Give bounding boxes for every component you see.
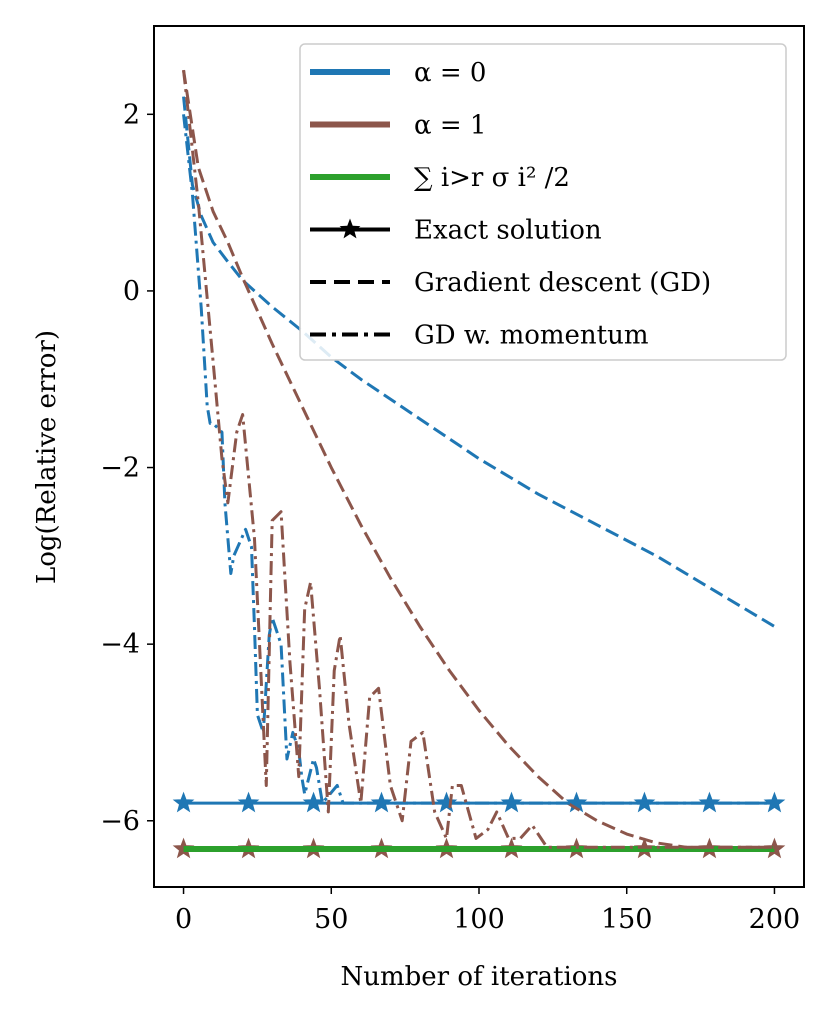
series-marker-star xyxy=(370,791,393,813)
legend-star-marker xyxy=(339,218,361,239)
y-tick-label: −6 xyxy=(100,806,140,837)
series-marker-star xyxy=(435,791,458,813)
x-tick-label: 50 xyxy=(314,904,348,935)
series-marker-star xyxy=(237,791,260,813)
y-tick-label: −4 xyxy=(100,629,140,660)
legend-label: Gradient descent (GD) xyxy=(414,268,711,298)
axes-layer: 0 50 100 150 200 −6 −4 −2 0 2 xyxy=(100,99,800,935)
series-marker-star xyxy=(698,791,721,813)
legend-label: ∑ i>r σ i² /2 xyxy=(414,163,570,193)
series-marker-star xyxy=(763,791,786,813)
y-tick-label: 2 xyxy=(123,99,140,130)
y-axis-label: Log(Relative error) xyxy=(32,330,62,584)
x-tick-label: 200 xyxy=(749,904,801,935)
series-marker-star xyxy=(172,791,195,813)
series-line-4 xyxy=(182,69,775,849)
x-axis-label: Number of iterations xyxy=(341,962,618,992)
y-tick-label: −2 xyxy=(100,453,140,484)
series-line-5 xyxy=(182,114,775,805)
legend-label: α = 1 xyxy=(414,111,486,141)
legend-label: α = 0 xyxy=(414,58,486,88)
series-line-6 xyxy=(182,69,775,849)
legend-label: GD w. momentum xyxy=(414,321,649,351)
legend-label: Exact solution xyxy=(414,216,602,246)
series-marker-star xyxy=(172,837,195,859)
series-line-3 xyxy=(182,96,776,628)
x-tick-label: 100 xyxy=(453,904,505,935)
y-tick-label: 0 xyxy=(123,276,140,307)
series-layer xyxy=(172,69,786,859)
legend: α = 0 α = 1 ∑ i>r σ i² /2 Exact solution Gra… xyxy=(299,43,787,361)
legend-box xyxy=(299,43,787,361)
x-tick-label: 0 xyxy=(175,904,192,935)
x-tick-label: 150 xyxy=(601,904,653,935)
